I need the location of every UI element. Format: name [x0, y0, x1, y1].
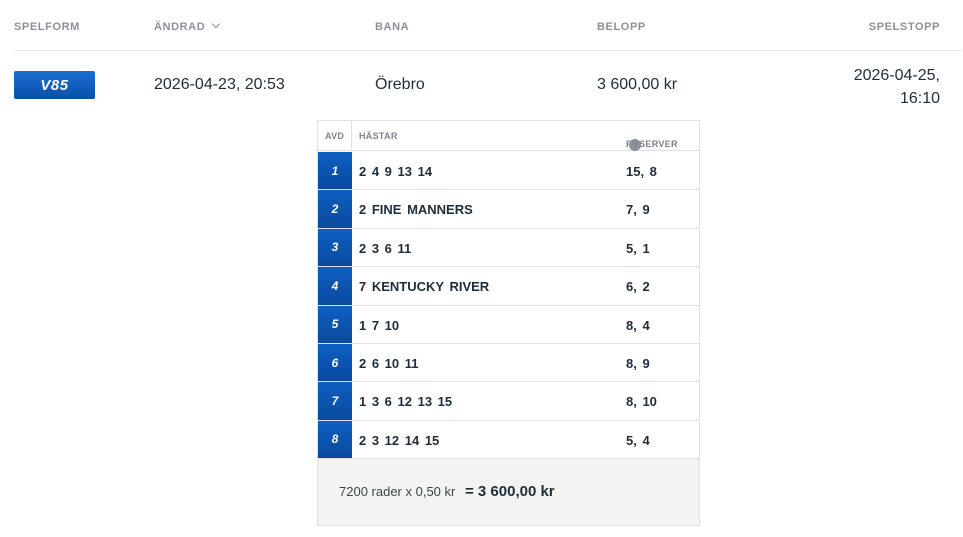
leg-row: 8 2 3 12 14 15 5, 4	[318, 420, 699, 460]
col-avd: AVD	[325, 131, 345, 141]
leg-reserves: 8, 10	[626, 394, 657, 410]
leg-row: 5 1 7 10 8, 4	[318, 305, 699, 344]
leg-horses: 2 3 6 11	[359, 240, 412, 256]
leg-reserves: 8, 4	[626, 317, 650, 333]
leg-row: 2 2 FINE MANNERS 7, 9	[318, 190, 699, 229]
col-hastar: HÄSTAR	[359, 131, 398, 141]
leg-number: 1	[318, 152, 352, 190]
leg-horses: 7 KENTUCKY RIVER	[359, 279, 490, 295]
leg-horses: 1 3 6 12 13 15	[359, 394, 453, 410]
track-name: Örebro	[375, 76, 425, 93]
leg-horses: 2 3 12 14 15	[359, 432, 440, 448]
leg-row: 6 2 6 10 11 8, 9	[318, 344, 699, 383]
game-type-badge: V85	[14, 71, 95, 99]
col-reserver-label: RESERVER	[626, 139, 678, 149]
leg-row: 3 2 3 6 11 5, 1	[318, 228, 699, 268]
chevron-down-icon	[212, 19, 221, 29]
coupon-row[interactable]: V85 2026-04-23, 20:53 Örebro 3 600,00 kr…	[0, 51, 963, 121]
leg-row: 4 7 KENTUCKY RIVER 6, 2	[318, 267, 699, 306]
summary-box: 7200 rader x 0,50 kr = 3 600,00 kr	[318, 459, 699, 525]
leg-horses: 2 FINE MANNERS	[359, 202, 473, 218]
game-stop-date: 2026-04-25,	[853, 67, 940, 84]
col-belopp: BELOPP	[597, 21, 646, 33]
leg-number: 8	[318, 420, 352, 459]
leg-row: 7 1 3 6 12 13 15 8, 10	[318, 382, 699, 421]
summary-line: 7200 rader x 0,50 kr = 3 600,00 kr	[339, 483, 555, 500]
leg-number: 2	[318, 190, 352, 228]
leg-number: 3	[318, 228, 352, 267]
help-icon[interactable]: ?	[629, 139, 641, 151]
leg-reserves: 6, 2	[626, 279, 650, 295]
leg-number: 4	[318, 267, 352, 305]
leg-reserves: 7, 9	[626, 202, 650, 218]
leg-number: 7	[318, 382, 352, 420]
game-stop-time: 16:10	[899, 90, 940, 107]
header-divider	[14, 50, 962, 51]
avd-header-cell: AVD	[318, 121, 352, 151]
amount: 3 600,00 kr	[597, 76, 678, 93]
leg-row: 1 2 4 9 13 14 15, 8	[318, 152, 699, 191]
summary-rows: 7200 rader x 0,50 kr	[339, 484, 456, 499]
col-andrad-label: ÄNDRAD	[154, 21, 206, 33]
leg-horses: 2 4 9 13 14	[359, 164, 433, 179]
game-stop: 2026-04-25, 16:10	[820, 64, 940, 110]
leg-horses: 2 6 10 11	[359, 356, 419, 371]
col-spelform: SPELFORM	[14, 21, 80, 33]
leg-horses: 1 7 10	[359, 317, 400, 333]
leg-number: 5	[318, 305, 352, 343]
leg-reserves: 5, 1	[626, 240, 650, 256]
table-header: SPELFORM ÄNDRAD BANA BELOPP SPELSTOPP	[0, 0, 963, 51]
summary-total: = 3 600,00 kr	[464, 483, 555, 500]
col-spelstopp: SPELSTOPP	[868, 21, 940, 33]
changed-datetime: 2026-04-23, 20:53	[154, 76, 285, 93]
leg-reserves: 15, 8	[626, 164, 657, 179]
leg-number: 6	[318, 344, 352, 382]
leg-reserves: 8, 9	[626, 356, 650, 371]
detail-header: AVD HÄSTAR RESERVER?	[318, 121, 699, 151]
col-andrad-sort[interactable]: ÄNDRAD	[154, 19, 221, 33]
leg-reserves: 5, 4	[626, 432, 650, 448]
col-bana: BANA	[375, 21, 410, 33]
